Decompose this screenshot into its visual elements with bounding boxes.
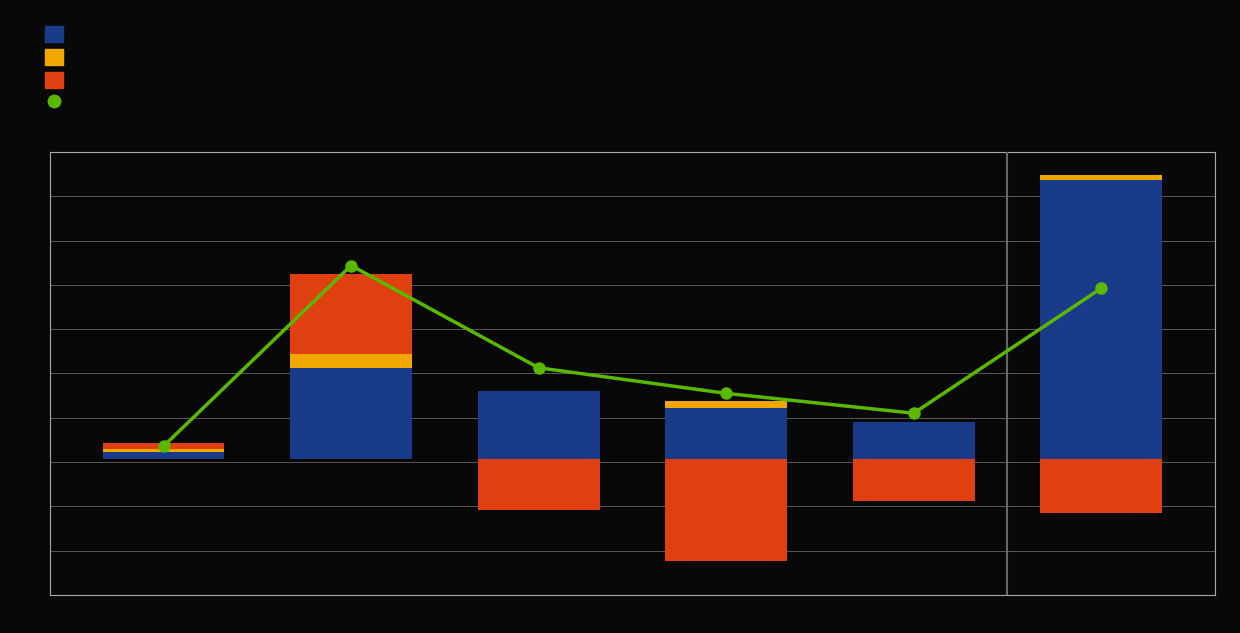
Bar [665, 408, 787, 459]
Bar [1040, 459, 1162, 513]
Legend: , , , : , , , [38, 20, 82, 117]
Bar [103, 452, 224, 459]
Bar [290, 354, 412, 368]
Bar [477, 391, 600, 459]
Bar [853, 422, 975, 459]
Bar [477, 459, 600, 510]
Bar [103, 449, 224, 452]
Bar [1040, 180, 1162, 459]
Bar [290, 368, 412, 459]
Bar [1040, 175, 1162, 180]
Bar [853, 459, 975, 501]
Bar [290, 274, 412, 354]
Bar [103, 443, 224, 449]
Bar [665, 459, 787, 561]
Bar [665, 401, 787, 408]
